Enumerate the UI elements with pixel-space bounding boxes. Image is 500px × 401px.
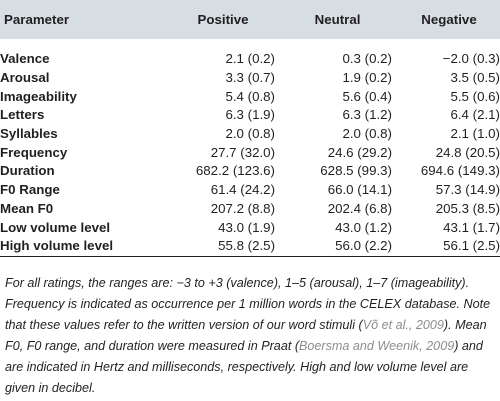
row-label: Valence [0,51,50,67]
table-body: Valence 2.1 (0.2) 0.3 (0.2) −2.0 (0.3) Arous… [0,39,500,257]
cell-neutral: 628.5 (99.3) [320,163,392,179]
row-label: F0 Range [0,182,60,198]
cell-neutral: 24.6 (29.2) [327,144,392,160]
cell-positive: 55.8 (2.5) [153,236,275,257]
table-row: Arousal 3.3 (0.7) 1.9 (0.2) 3.5 (0.5) [0,69,500,88]
cell-negative: 3.5 (0.5) [450,70,500,86]
table-row: High volume level 55.8 (2.5) 56.0 (2.2) 56.… [0,236,500,257]
table-footnote: For all ratings, the ranges are: −3 to +… [5,273,497,399]
header-parameter: Parameter [4,12,70,27]
citation-vo-2009: Võ et al., 2009 [362,318,444,332]
cell-negative: 56.1 (2.5) [392,236,500,257]
cell-neutral: 6.3 (1.2) [342,107,392,123]
row-label: Syllables [0,126,58,142]
header-positive: Positive [197,12,249,27]
row-label: Arousal [0,70,50,86]
table-spacer [0,39,500,50]
cell-neutral: 56.0 (2.2) [275,236,392,257]
cell-positive: 2.1 (0.2) [225,51,275,67]
cell-negative: 57.3 (14.9) [435,182,500,198]
table-row: F0 Range 61.4 (24.2) 66.0 (14.1) 57.3 (14.9… [0,181,500,200]
table-header-row: Parameter Positive Neutral Negative [0,0,500,39]
cell-negative: 2.1 (1.0) [450,126,500,142]
footnote-text-2: ). Mean F0, F0 range, and duration were … [5,318,487,353]
cell-negative: 6.4 (2.1) [450,107,500,123]
row-label: Imageability [0,88,77,104]
header-negative: Negative [421,12,477,27]
cell-positive: 682.2 (123.6) [195,163,275,179]
table-row: Valence 2.1 (0.2) 0.3 (0.2) −2.0 (0.3) [0,50,500,69]
cell-neutral: 0.3 (0.2) [342,51,392,67]
cell-neutral: 66.0 (14.1) [327,182,392,198]
cell-positive: 3.3 (0.7) [225,70,275,86]
cell-negative: 205.3 (8.5) [435,200,500,216]
cell-positive: 27.7 (32.0) [210,144,275,160]
cell-positive: 61.4 (24.2) [210,182,275,198]
cell-negative: 43.1 (1.7) [443,219,500,235]
table-row: Imageability 5.4 (0.8) 5.6 (0.4) 5.5 (0.6) [0,87,500,106]
row-label: Low volume level [0,219,111,235]
cell-neutral: 202.4 (6.8) [327,200,392,216]
footnote-text-3: ) and are indicated in Hertz and millise… [5,339,483,395]
cell-negative: 5.5 (0.6) [450,88,500,104]
stimulus-parameter-table: Parameter Positive Neutral Negative Vale… [0,0,500,257]
header-neutral: Neutral [314,12,361,27]
row-label: Duration [0,163,55,179]
table-row: Syllables 2.0 (0.8) 2.0 (0.8) 2.1 (1.0) [0,125,500,144]
row-label: Mean F0 [0,200,54,216]
cell-positive: 6.3 (1.9) [225,107,275,123]
table-row: Frequency 27.7 (32.0) 24.6 (29.2) 24.8 (20.… [0,143,500,162]
row-label: Letters [0,107,45,123]
cell-neutral: 43.0 (1.2) [335,219,392,235]
cell-neutral: 2.0 (0.8) [342,126,392,142]
row-label: Frequency [0,144,68,160]
cell-neutral: 1.9 (0.2) [342,70,392,86]
stimulus-parameter-table-container: Parameter Positive Neutral Negative Vale… [0,0,500,257]
cell-positive: 5.4 (0.8) [225,88,275,104]
table-row: Low volume level 43.0 (1.9) 43.0 (1.2) 43.1… [0,218,500,237]
cell-negative: −2.0 (0.3) [442,51,500,67]
table-row: Letters 6.3 (1.9) 6.3 (1.2) 6.4 (2.1) [0,106,500,125]
citation-boersma-weenik-2009: Boersma and Weenik, 2009 [299,339,455,353]
row-label: High volume level [0,236,153,257]
cell-negative: 694.6 (149.3) [420,163,500,179]
cell-positive: 2.0 (0.8) [225,126,275,142]
table-row: Mean F0 207.2 (8.8) 202.4 (6.8) 205.3 (8.5) [0,200,500,219]
footnote-text-1: For all ratings, the ranges are: −3 to +… [5,276,491,332]
cell-negative: 24.8 (20.5) [435,144,500,160]
cell-positive: 43.0 (1.9) [218,219,275,235]
cell-neutral: 5.6 (0.4) [342,88,392,104]
table-row: Duration 682.2 (123.6) 628.5 (99.3) 694.6 (… [0,162,500,181]
cell-positive: 207.2 (8.8) [210,200,275,216]
